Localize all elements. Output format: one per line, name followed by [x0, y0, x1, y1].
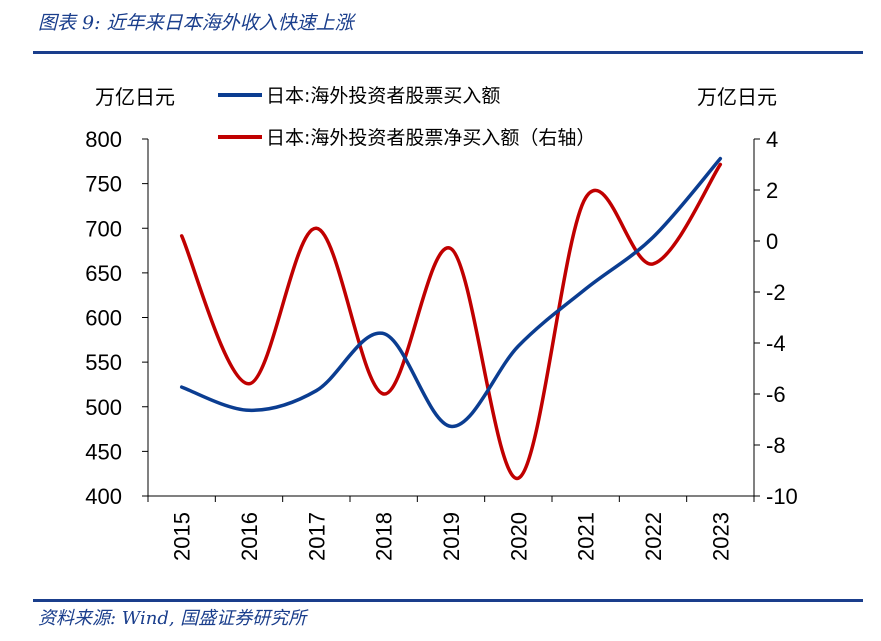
x-tick-label: 2021 [574, 512, 599, 561]
title-rule [33, 51, 863, 54]
x-tick-label: 2018 [372, 512, 397, 561]
legend: 日本:海外投资者股票买入额 日本:海外投资者股票净买入额（右轴） [218, 85, 595, 149]
left-tick-label: 500 [85, 395, 122, 420]
left-axis-unit: 万亿日元 [95, 85, 175, 109]
source-note: 资料来源: Wind, 国盛证券研究所 [38, 608, 307, 629]
right-tick-label: 2 [766, 178, 778, 203]
right-tick-label: -2 [766, 280, 786, 305]
left-tick-label: 650 [85, 261, 122, 286]
right-tick-label: -6 [766, 382, 786, 407]
right-axis-unit: 万亿日元 [697, 85, 777, 109]
right-tick-label: 4 [766, 127, 778, 152]
x-tick-label: 2015 [170, 512, 195, 561]
x-tick-label: 2023 [708, 512, 733, 561]
left-tick-label: 450 [85, 439, 122, 464]
right-tick-label: -10 [766, 484, 798, 509]
left-tick-label: 700 [85, 216, 122, 241]
series-line-overseas-purchases [179, 156, 723, 429]
x-tick-label: 2022 [641, 512, 666, 561]
left-tick-label: 550 [85, 350, 122, 375]
source-rule [33, 599, 863, 602]
x-tick-label: 2019 [439, 512, 464, 561]
right-tick-label: 0 [766, 229, 778, 254]
figure-title: 图表 9: 近年来日本海外收入快速上涨 [38, 12, 354, 34]
x-tick-label: 2017 [304, 512, 329, 561]
left-tick-label: 750 [85, 172, 122, 197]
series-line-net-purchases [179, 162, 723, 480]
legend-label-red: 日本:海外投资者股票净买入额（右轴） [266, 127, 595, 149]
left-tick-label: 800 [85, 127, 122, 152]
left-tick-label: 400 [85, 484, 122, 509]
x-tick-label: 2016 [237, 512, 262, 561]
x-tick-label: 2020 [506, 512, 531, 561]
right-tick-label: -8 [766, 433, 786, 458]
right-tick-label: -4 [766, 331, 786, 356]
legend-label-blue: 日本:海外投资者股票买入额 [266, 85, 500, 107]
left-tick-label: 600 [85, 306, 122, 331]
